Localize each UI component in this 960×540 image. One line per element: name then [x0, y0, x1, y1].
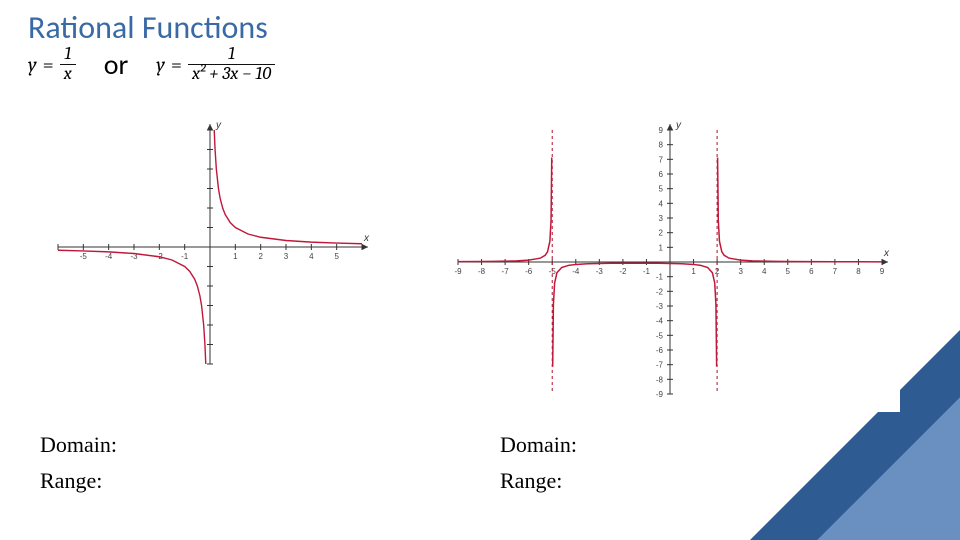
chart-1-over-x: -5-4-3-2-112345xy [40, 112, 380, 382]
svg-text:-4: -4 [656, 317, 664, 326]
svg-text:x: x [363, 233, 370, 244]
svg-text:3: 3 [659, 214, 664, 223]
svg-text:-2: -2 [656, 287, 664, 296]
svg-text:1: 1 [659, 243, 664, 252]
range-label-right: Range: [500, 468, 900, 494]
svg-text:5: 5 [334, 252, 339, 261]
range-label-left: Range: [40, 468, 440, 494]
domain-label-right: Domain: [500, 432, 900, 458]
svg-text:-1: -1 [656, 273, 664, 282]
svg-text:-3: -3 [596, 267, 604, 276]
svg-text:1: 1 [233, 252, 238, 261]
slide: Rational Functions y = 1 x or y = 1 x² +… [0, 0, 960, 540]
svg-text:3: 3 [738, 267, 743, 276]
svg-text:6: 6 [659, 170, 664, 179]
eq1-denominator: x [60, 65, 76, 84]
equation-2: y = 1 x² + 3x − 10 [156, 45, 275, 84]
svg-text:-6: -6 [525, 267, 533, 276]
svg-text:9: 9 [880, 267, 885, 276]
chart-1-over-quadratic: -9-8-7-6-5-4-3-2-1123456789-9-8-7-6-5-4-… [440, 112, 900, 412]
svg-text:4: 4 [659, 199, 664, 208]
eq1-fraction: 1 x [60, 45, 76, 84]
svg-text:7: 7 [833, 267, 838, 276]
eq2-equals: = [171, 53, 182, 76]
svg-text:-6: -6 [656, 346, 664, 355]
svg-text:-1: -1 [181, 252, 189, 261]
svg-text:7: 7 [659, 155, 664, 164]
domain-range-labels: Domain: Domain: Range: Range: [40, 432, 900, 494]
eq1-numerator: 1 [60, 45, 75, 64]
svg-text:y: y [215, 120, 222, 131]
svg-text:-1: -1 [643, 267, 651, 276]
svg-text:x: x [883, 248, 890, 259]
svg-text:-7: -7 [656, 361, 664, 370]
svg-text:-4: -4 [572, 267, 580, 276]
eq2-numerator: 1 [224, 45, 239, 64]
domain-label-left: Domain: [40, 432, 440, 458]
eq2-y: y [156, 53, 165, 76]
svg-text:2: 2 [659, 229, 664, 238]
svg-text:6: 6 [809, 267, 814, 276]
eq2-denominator: x² + 3x − 10 [188, 65, 275, 84]
eq1-y: y [28, 53, 37, 76]
svg-text:4: 4 [309, 252, 314, 261]
svg-text:-9: -9 [454, 267, 462, 276]
svg-text:1: 1 [691, 267, 696, 276]
equation-1: y = 1 x [28, 45, 76, 84]
svg-text:3: 3 [284, 252, 289, 261]
page-title: Rational Functions [28, 8, 932, 47]
svg-text:8: 8 [856, 267, 861, 276]
svg-text:-9: -9 [656, 390, 664, 399]
svg-text:2: 2 [258, 252, 263, 261]
or-label: or [104, 47, 129, 82]
svg-text:-8: -8 [478, 267, 486, 276]
svg-text:9: 9 [659, 126, 664, 135]
equation-row: y = 1 x or y = 1 x² + 3x − 10 [28, 45, 932, 84]
svg-text:-4: -4 [105, 252, 113, 261]
svg-text:y: y [675, 120, 682, 131]
svg-text:-2: -2 [619, 267, 627, 276]
svg-text:-5: -5 [656, 331, 664, 340]
svg-text:-5: -5 [80, 252, 88, 261]
svg-text:5: 5 [786, 267, 791, 276]
svg-text:-8: -8 [656, 375, 664, 384]
eq1-equals: = [43, 53, 54, 76]
svg-text:4: 4 [762, 267, 767, 276]
charts-row: -5 -4 -3 -2 -1 1 2 3 4 5 x y -9 -8 -7 -6 -5 -4 -3 -2 -1 1 2 3 4… [40, 112, 920, 412]
svg-text:5: 5 [659, 185, 664, 194]
eq2-fraction: 1 x² + 3x − 10 [188, 45, 275, 84]
svg-text:-3: -3 [656, 302, 664, 311]
svg-text:8: 8 [659, 141, 664, 150]
svg-text:-7: -7 [502, 267, 510, 276]
